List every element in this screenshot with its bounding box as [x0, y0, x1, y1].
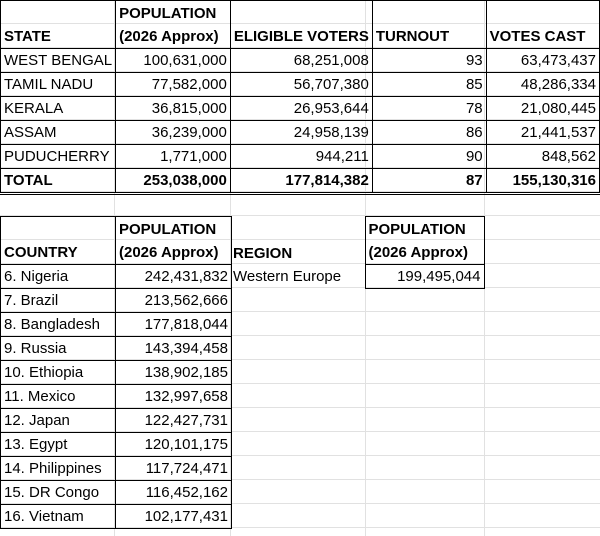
table-row: 16. Vietnam 102,177,431 [0, 504, 232, 529]
cell-total-turnout[interactable]: 87 [371, 168, 487, 195]
cell-eligible-voters[interactable]: 56,707,380 [229, 72, 373, 97]
cell-eligible-voters[interactable]: 26,953,644 [229, 96, 373, 121]
cell-total-votes-cast[interactable]: 155,130,316 [485, 168, 600, 195]
cell-population[interactable]: 177,818,044 [115, 312, 232, 337]
table-row: 10. Ethiopia 138,902,185 [0, 360, 232, 385]
cell-population[interactable]: 143,394,458 [115, 336, 232, 361]
header-turnout[interactable]: TURNOUT [371, 0, 487, 49]
cell-turnout[interactable]: 85 [371, 72, 487, 97]
cell-population[interactable]: 213,562,666 [115, 288, 232, 313]
country-population-table: COUNTRY POPULATION (2026 Approx) 6. Niger… [0, 216, 232, 529]
cell-state[interactable]: KERALA [0, 96, 117, 121]
header-population[interactable]: POPULATION (2026 Approx) [115, 0, 231, 49]
cell-total-population[interactable]: 253,038,000 [115, 168, 231, 195]
table-row: ASSAM 36,239,000 24,958,139 86 21,441,53… [0, 120, 600, 145]
table-row: Western Europe 199,495,044 [230, 264, 485, 289]
header-population-line2: (2026 Approx) [119, 28, 219, 45]
table-row: 14. Philippines 117,724,471 [0, 456, 232, 481]
table-row: 7. Brazil 213,562,666 [0, 288, 232, 313]
header-votes-cast[interactable]: VOTES CAST [485, 0, 600, 49]
table-row: PUDUCHERRY 1,771,000 944,211 90 848,562 [0, 144, 600, 169]
table-row: WEST BENGAL 100,631,000 68,251,008 93 63… [0, 48, 600, 73]
cell-country[interactable]: 10. Ethiopia [0, 360, 116, 385]
cell-country[interactable]: 14. Philippines [0, 456, 116, 481]
cell-votes-cast[interactable]: 48,286,334 [485, 72, 600, 97]
table-row: KERALA 36,815,000 26,953,644 78 21,080,4… [0, 96, 600, 121]
cell-population[interactable]: 1,771,000 [115, 144, 231, 169]
table-row: 6. Nigeria 242,431,832 [0, 264, 232, 289]
header-population-line1: POPULATION [119, 221, 217, 238]
cell-population[interactable]: 77,582,000 [115, 72, 231, 97]
cell-population[interactable]: 199,495,044 [364, 264, 485, 289]
cell-votes-cast[interactable]: 21,441,537 [485, 120, 600, 145]
cell-eligible-voters[interactable]: 68,251,008 [229, 48, 373, 73]
cell-population[interactable]: 36,815,000 [115, 96, 231, 121]
table-row: 8. Bangladesh 177,818,044 [0, 312, 232, 337]
cell-country[interactable]: 7. Brazil [0, 288, 116, 313]
table-header-row: REGION POPULATION (2026 Approx) [230, 216, 485, 265]
cell-population[interactable]: 116,452,162 [115, 480, 232, 505]
cell-country[interactable]: 12. Japan [0, 408, 116, 433]
cell-population[interactable]: 102,177,431 [115, 504, 232, 529]
cell-population[interactable]: 36,239,000 [115, 120, 231, 145]
cell-turnout[interactable]: 86 [371, 120, 487, 145]
header-population-line1: POPULATION [119, 5, 217, 22]
region-population-table: REGION POPULATION (2026 Approx) Western E… [230, 216, 485, 289]
table-row: 12. Japan 122,427,731 [0, 408, 232, 433]
header-population-line2: (2026 Approx) [119, 244, 219, 261]
cell-state[interactable]: TAMIL NADU [0, 72, 117, 97]
cell-votes-cast[interactable]: 21,080,445 [485, 96, 600, 121]
header-population[interactable]: POPULATION (2026 Approx) [115, 216, 232, 265]
total-row: TOTAL 253,038,000 177,814,382 87 155,130… [0, 168, 600, 195]
header-population-line2: (2026 Approx) [368, 244, 468, 261]
cell-eligible-voters[interactable]: 24,958,139 [229, 120, 373, 145]
cell-votes-cast[interactable]: 63,473,437 [485, 48, 600, 73]
header-country[interactable]: COUNTRY [0, 216, 116, 265]
table-row: 11. Mexico 132,997,658 [0, 384, 232, 409]
cell-population[interactable]: 132,997,658 [115, 384, 232, 409]
header-population[interactable]: POPULATION (2026 Approx) [364, 216, 485, 265]
cell-turnout[interactable]: 78 [371, 96, 487, 121]
cell-state[interactable]: PUDUCHERRY [0, 144, 117, 169]
cell-state[interactable]: ASSAM [0, 120, 117, 145]
cell-eligible-voters[interactable]: 944,211 [229, 144, 373, 169]
cell-total-label[interactable]: TOTAL [0, 168, 117, 195]
state-voters-table: STATE POPULATION (2026 Approx) ELIGIBLE V… [0, 0, 600, 195]
cell-country[interactable]: 6. Nigeria [0, 264, 116, 289]
cell-population[interactable]: 120,101,175 [115, 432, 232, 457]
cell-country[interactable]: 13. Egypt [0, 432, 116, 457]
table-header-row: COUNTRY POPULATION (2026 Approx) [0, 216, 232, 265]
header-eligible-voters[interactable]: ELIGIBLE VOTERS [229, 0, 373, 49]
cell-country[interactable]: 11. Mexico [0, 384, 116, 409]
cell-country[interactable]: 9. Russia [0, 336, 116, 361]
cell-turnout[interactable]: 93 [371, 48, 487, 73]
cell-region[interactable]: Western Europe [233, 268, 342, 285]
table-row: TAMIL NADU 77,582,000 56,707,380 85 48,2… [0, 72, 600, 97]
header-population-line1: POPULATION [368, 221, 466, 238]
cell-country[interactable]: 8. Bangladesh [0, 312, 116, 337]
table-header-row: STATE POPULATION (2026 Approx) ELIGIBLE V… [0, 0, 600, 49]
cell-votes-cast[interactable]: 848,562 [485, 144, 600, 169]
cell-population[interactable]: 242,431,832 [115, 264, 232, 289]
cell-state[interactable]: WEST BENGAL [0, 48, 117, 73]
cell-total-eligible-voters[interactable]: 177,814,382 [229, 168, 373, 195]
cell-population[interactable]: 122,427,731 [115, 408, 232, 433]
cell-population[interactable]: 138,902,185 [115, 360, 232, 385]
header-region[interactable]: REGION [233, 244, 293, 262]
cell-turnout[interactable]: 90 [371, 144, 487, 169]
cell-population[interactable]: 100,631,000 [115, 48, 231, 73]
table-row: 15. DR Congo 116,452,162 [0, 480, 232, 505]
cell-country[interactable]: 16. Vietnam [0, 504, 116, 529]
table-row: 13. Egypt 120,101,175 [0, 432, 232, 457]
table-row: 9. Russia 143,394,458 [0, 336, 232, 361]
cell-country[interactable]: 15. DR Congo [0, 480, 116, 505]
header-state[interactable]: STATE [0, 0, 117, 49]
cell-population[interactable]: 117,724,471 [115, 456, 232, 481]
